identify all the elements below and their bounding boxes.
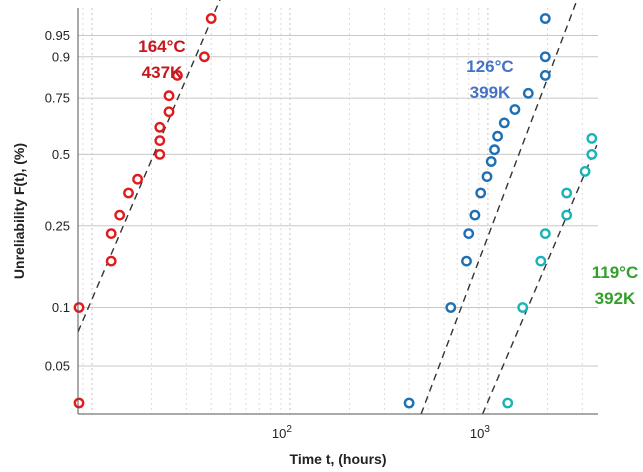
data-point	[539, 13, 551, 24]
data-point	[198, 51, 210, 63]
data-point	[522, 87, 534, 99]
x-tick-label: 102	[272, 424, 292, 441]
data-point	[463, 228, 475, 240]
data-point	[539, 70, 551, 81]
data-point	[535, 255, 547, 267]
data-point	[469, 209, 481, 221]
fit-lines	[77, 0, 598, 415]
fit-line	[420, 0, 578, 415]
data-point	[502, 397, 514, 409]
fit-line	[77, 0, 221, 333]
data-point	[517, 302, 529, 313]
y-tick-label: 0.9	[52, 49, 70, 64]
data-point	[492, 130, 503, 142]
data-point	[498, 117, 510, 129]
series-label: 437K	[142, 63, 183, 82]
data-point	[579, 165, 591, 177]
data-point	[154, 135, 166, 147]
data-point	[481, 171, 493, 183]
data-point	[586, 132, 598, 144]
data-point	[205, 13, 217, 24]
data-point	[403, 397, 415, 409]
fit-line	[481, 144, 598, 415]
data-point	[485, 156, 497, 167]
y-tick-label: 0.1	[52, 300, 70, 315]
y-axis-label: Unreliability F(t), (%)	[11, 143, 27, 279]
series-label: 119°C	[592, 263, 639, 282]
data-point	[539, 228, 551, 240]
data-point	[105, 228, 117, 240]
series-label: 164°C	[138, 37, 185, 56]
y-tick-label: 0.95	[45, 28, 70, 43]
x-tick-label: 103	[470, 424, 490, 441]
data-point	[509, 104, 521, 115]
y-tick-label: 0.5	[52, 147, 70, 162]
data-point	[73, 302, 85, 313]
series-label: 392K	[595, 289, 636, 308]
y-tick-label: 0.75	[45, 91, 70, 106]
data-point	[73, 397, 85, 409]
data-point	[105, 255, 117, 267]
tick-labels: 0.05 0.1 0.25 0.5 0.75 0.9 0.95 102 103	[45, 28, 491, 441]
y-tick-label: 0.05	[45, 359, 70, 374]
data-point	[561, 187, 573, 199]
data-point	[489, 144, 500, 156]
data-point	[163, 106, 175, 118]
data-point	[171, 70, 183, 81]
data-point	[123, 187, 134, 199]
data-point	[154, 148, 166, 160]
data-point	[445, 302, 457, 313]
data-point	[154, 121, 166, 133]
data-point	[132, 173, 144, 185]
data-point	[539, 51, 551, 63]
data-point	[114, 209, 126, 221]
series-label: 126°C	[466, 57, 513, 76]
data-point	[475, 187, 487, 199]
data-point	[561, 209, 573, 221]
series-label: 399K	[470, 83, 511, 102]
data-point	[586, 148, 598, 160]
data-points	[73, 13, 598, 409]
data-point	[163, 90, 175, 102]
data-point	[461, 255, 472, 267]
y-tick-label: 0.25	[45, 218, 70, 233]
x-axis-label: Time t, (hours)	[290, 451, 387, 467]
series-labels: 164°C 437K 126°C 399K 119°C 392K	[138, 37, 638, 308]
